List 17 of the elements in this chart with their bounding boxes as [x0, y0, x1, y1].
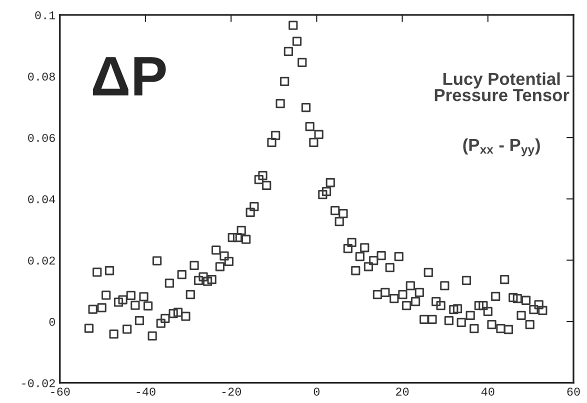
x-tick-label: 0 [314, 388, 320, 396]
x-tick-label: -60 [51, 388, 70, 396]
x-tick-label: -40 [136, 388, 156, 396]
x-tick-label: 20 [396, 388, 409, 396]
y-tick-label: -0.02 [22, 379, 55, 388]
x-tick-label: 40 [481, 388, 494, 396]
x-tick-label: 60 [567, 388, 580, 396]
text: ΔP [92, 57, 166, 96]
y-tick-label: 0.06 [28, 134, 55, 142]
annotation: (P$_{xx}$ - P$_{yy}$) [463, 138, 540, 156]
y-tick-label: 0.1 [35, 11, 56, 20]
y-tick-label: 0.02 [28, 256, 55, 265]
y-tick-label: 0 [49, 318, 55, 326]
y-tick-label: 0.04 [28, 195, 56, 204]
x-tick-label: -20 [222, 388, 241, 396]
y-tick-label: 0.08 [28, 72, 55, 81]
annotation: Lucy Potential Pressure Tensor [434, 72, 570, 102]
